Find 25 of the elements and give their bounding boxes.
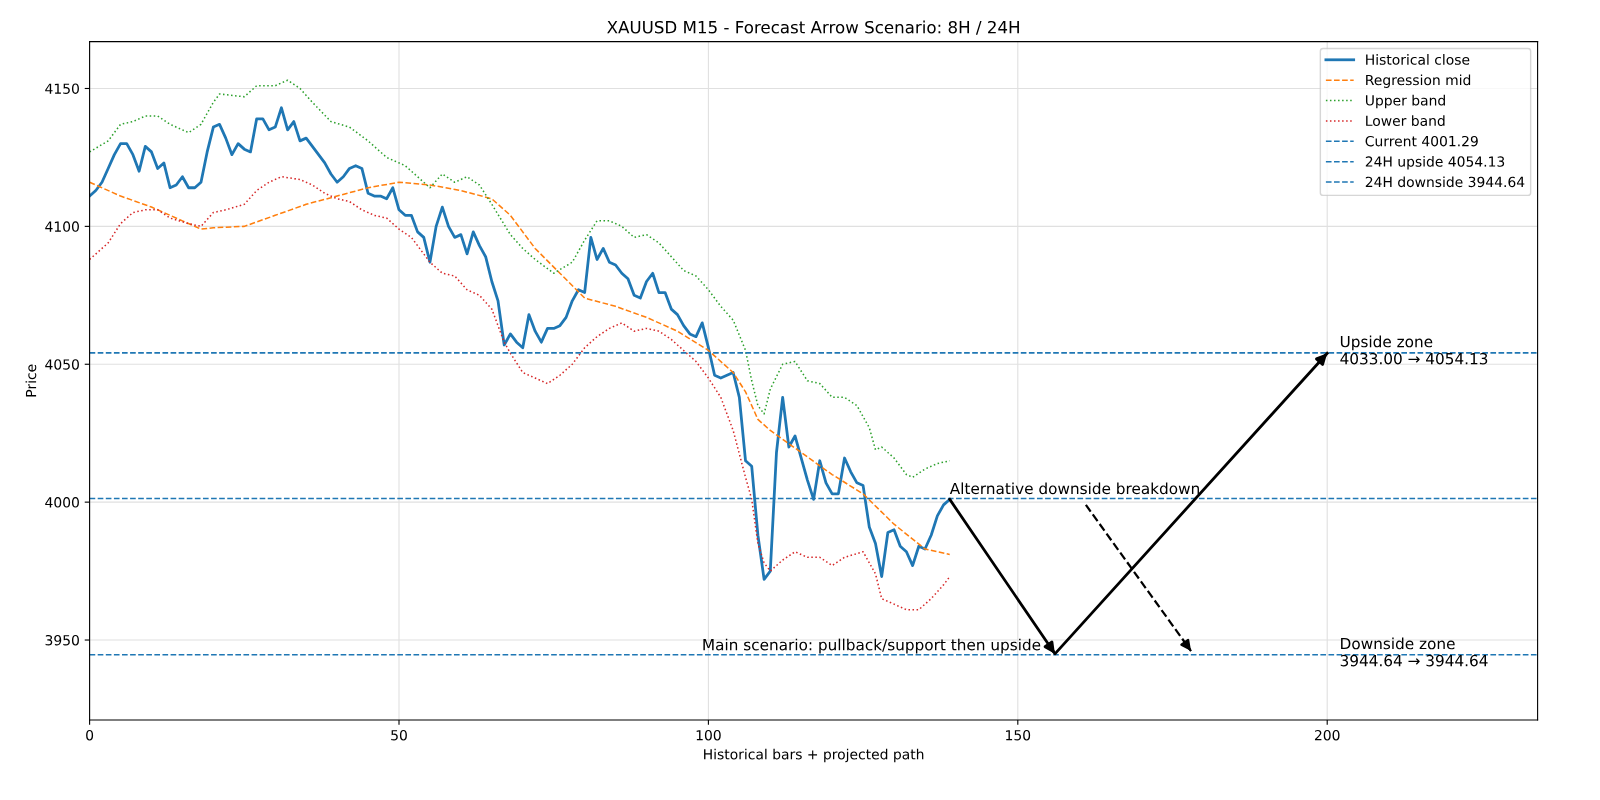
y-tick-label: 4000 xyxy=(45,497,79,508)
legend-label: 24H downside 3944.64 xyxy=(1365,176,1525,188)
legend-label: Lower band xyxy=(1366,115,1445,127)
annotation: Upside zone 4033.00 → 4054.13 xyxy=(1340,335,1488,365)
y-tick-label: 4050 xyxy=(45,359,79,370)
line-series xyxy=(89,79,951,479)
legend-label: Regression mid xyxy=(1366,74,1471,88)
legend-label: Current 4001.29 xyxy=(1365,135,1478,147)
annotation: Downside zone 3944.64 → 3944.64 xyxy=(1340,637,1488,667)
legend-label: 24H upside 4054.13 xyxy=(1365,156,1505,170)
x-axis-title: Historical bars + projected path xyxy=(704,748,924,763)
y-tick-label: 4150 xyxy=(45,83,79,94)
annotation: Main scenario: pullback/support then upside xyxy=(703,638,1041,654)
chart-title: XAUUSD M15 - Forecast Arrow Scenario: 8H / 24H xyxy=(607,20,1019,35)
y-axis-title: Price xyxy=(25,364,37,397)
legend-label: Historical close xyxy=(1366,54,1470,65)
y-tick-label: 3950 xyxy=(45,634,79,646)
legend-label: Upper band xyxy=(1365,94,1445,109)
x-tick-label: 150 xyxy=(1006,729,1031,741)
y-tick-label: 4100 xyxy=(45,221,79,232)
x-tick-label: 0 xyxy=(86,729,94,741)
x-tick-label: 100 xyxy=(696,729,721,741)
annotation: Alternative downside breakdown xyxy=(949,482,1199,495)
x-tick-label: 50 xyxy=(391,729,407,741)
x-tick-label: 200 xyxy=(1314,729,1340,741)
